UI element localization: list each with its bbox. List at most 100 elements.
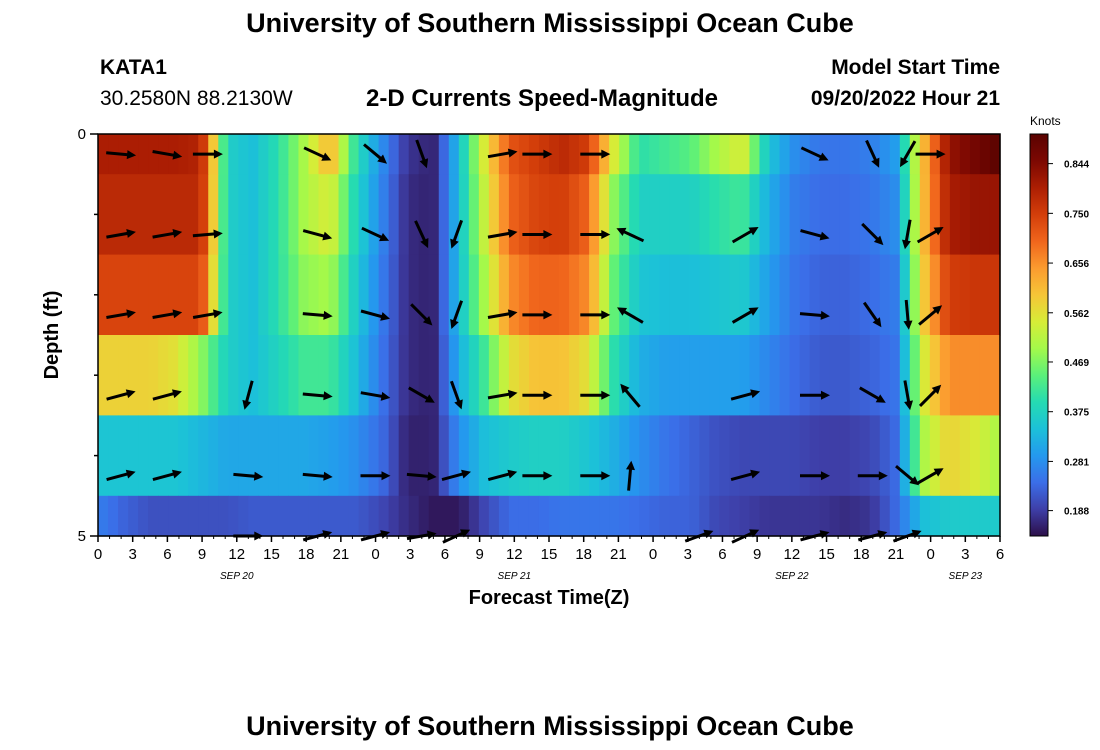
heatmap-cell (428, 134, 440, 175)
heatmap-cell (909, 415, 921, 497)
heatmap-cell (318, 254, 330, 336)
arrow-shaft (442, 530, 467, 544)
current-arrow (916, 227, 944, 244)
arrow-shaft (800, 146, 825, 160)
arrow-shaft (799, 312, 826, 318)
heatmap-cell (528, 495, 540, 537)
heatmap-cell (158, 495, 169, 537)
heatmap-cell (518, 254, 530, 336)
current-arrow (522, 471, 553, 481)
x-tick-label: 3 (129, 546, 137, 563)
heatmap-cell (458, 174, 470, 256)
arrow-head (172, 150, 183, 160)
heatmap-cell (719, 335, 730, 416)
colorbar-tick-label: 0.562 (1064, 309, 1089, 320)
current-arrow (799, 310, 830, 320)
x-tick-label: 6 (718, 546, 726, 563)
heatmap-cell (388, 134, 400, 175)
current-arrow (900, 140, 917, 168)
arrow-shaft (487, 471, 513, 482)
x-tick-label: 9 (475, 546, 483, 563)
heatmap-cell (118, 254, 129, 336)
station-id: KATA1 (100, 56, 167, 79)
arrow-head (821, 471, 830, 481)
heatmap-cell (398, 254, 410, 336)
heatmap-cell (338, 254, 350, 336)
heatmap-cell (599, 335, 610, 416)
heatmap-cell (518, 335, 530, 416)
heatmap-cell (268, 415, 279, 497)
colorbar-tick-label: 0.375 (1064, 408, 1089, 419)
heatmap-cell (248, 495, 259, 537)
heatmap-cell (749, 134, 761, 175)
heatmap-cell (208, 495, 219, 537)
heatmap-cell (759, 335, 771, 416)
current-arrow (580, 149, 611, 159)
heatmap-cell (378, 254, 390, 336)
arrow-shaft (449, 380, 462, 406)
heatmap-cell (148, 335, 159, 416)
arrow-head (750, 469, 761, 479)
heatmap-cell (298, 415, 310, 497)
colorbar-tick-label: 0.188 (1064, 507, 1089, 518)
heatmap-cell (899, 495, 911, 537)
arrow-head (213, 149, 223, 159)
heatmap-cell (949, 254, 961, 336)
heatmap-cell (348, 495, 360, 537)
heatmap-cell (879, 415, 891, 497)
current-arrow (408, 386, 435, 403)
heatmap-cell (358, 495, 370, 537)
heatmap-cell (869, 415, 881, 497)
heatmap-cell (549, 134, 560, 175)
heatmap-cell (709, 495, 720, 537)
current-arrow (487, 148, 518, 159)
heatmap-cell (829, 254, 841, 336)
heatmap-cell (318, 335, 330, 416)
heatmap-cell (859, 254, 871, 336)
heatmap-cell (769, 134, 781, 175)
heatmap-cell (328, 254, 340, 336)
x-tick-label: 0 (94, 546, 102, 563)
heatmap-cell (308, 254, 320, 336)
x-tick-label: 3 (684, 546, 692, 563)
current-arrow (410, 303, 433, 326)
heatmap-cell (559, 415, 570, 497)
heatmap-cell (208, 254, 219, 336)
arrow-head (872, 317, 882, 328)
heatmap-cell (969, 254, 981, 336)
x-tick-label: 18 (575, 546, 592, 563)
current-arrow (192, 229, 223, 239)
heatmap-cell (729, 254, 741, 336)
heatmap-cell (729, 134, 741, 175)
x-tick-label: 12 (228, 546, 245, 563)
heatmap-cell (278, 495, 290, 537)
colorbar-tick-label: 0.469 (1064, 358, 1089, 369)
arrow-shaft (152, 231, 178, 239)
heatmap-cell (759, 174, 771, 256)
heatmap-cell (378, 415, 390, 497)
heatmap-cell (128, 415, 139, 497)
heatmap-cell (398, 335, 410, 416)
heatmap-cell (298, 335, 310, 416)
heatmap-cell (859, 335, 871, 416)
heatmap-cell (749, 335, 761, 416)
heatmap-cell (679, 174, 690, 256)
heatmap-cell (478, 415, 490, 497)
arrow-shaft (106, 471, 132, 482)
heatmap-cell (549, 495, 560, 537)
heatmap-cell (829, 335, 841, 416)
heatmap-cell (839, 415, 851, 497)
heatmap-cell (819, 254, 831, 336)
heatmap-cell (418, 254, 430, 336)
heatmap-cell (559, 254, 570, 336)
heatmap-cell (759, 415, 771, 497)
heatmap-cell (719, 174, 730, 256)
heatmap-cell (969, 134, 981, 175)
heatmap-cell (158, 415, 169, 497)
arrow-head (931, 384, 942, 395)
heatmap-cell (649, 254, 660, 336)
current-arrow (360, 471, 391, 481)
arrow-head (900, 157, 909, 168)
heatmap-cell (438, 134, 450, 175)
heatmap-cell (168, 335, 179, 416)
